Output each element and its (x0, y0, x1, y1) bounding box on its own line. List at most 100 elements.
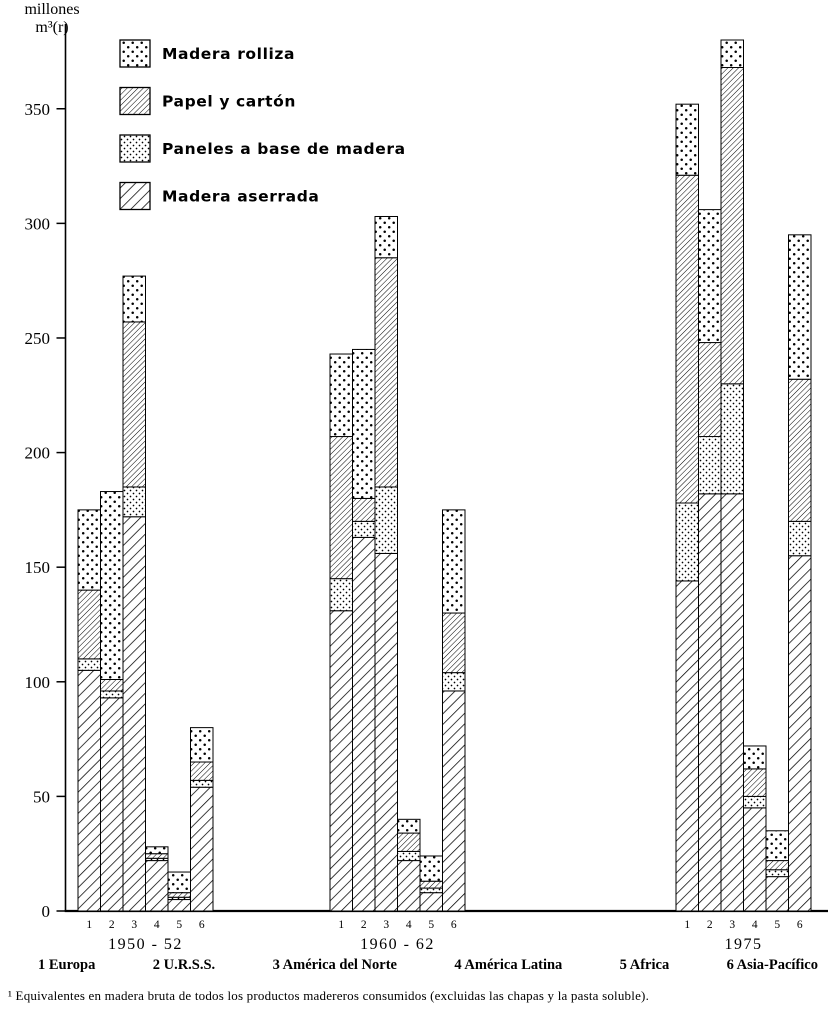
bar-segment (122, 321, 146, 488)
bar-segment (100, 678, 124, 692)
bar-segment (145, 853, 169, 859)
legend-label: Papel y cartón (162, 93, 296, 111)
bar-segment (720, 67, 744, 385)
bar-segment (743, 807, 767, 912)
bar-number: 3 (729, 919, 735, 931)
y-tick-label: 0 (42, 902, 51, 921)
bar-number: 3 (383, 919, 389, 931)
bar-segment (190, 786, 214, 912)
bar-segment (765, 869, 789, 878)
bar-segment (419, 887, 443, 894)
bar-number: 4 (406, 919, 412, 931)
bar-number: 1 (338, 919, 344, 931)
bar-segment (352, 348, 376, 499)
regions-legend: 1 Europa 2 U.R.S.S. 3 América del Norte 4 A… (38, 957, 818, 974)
bar-segment (419, 880, 443, 889)
bar-segment (720, 383, 744, 495)
bar-segment (100, 690, 124, 699)
bar-segment (352, 520, 376, 538)
bar-segment (442, 690, 466, 912)
bar-segment (698, 436, 722, 495)
bar-segment (329, 436, 353, 580)
bar-group: 1 2 3 4 5 6 1960 - 62 (329, 215, 466, 953)
legend-label: Paneles a base de madera (162, 140, 406, 158)
bar-segment (329, 610, 353, 912)
bar-number: 2 (707, 919, 713, 931)
bar-segment (397, 818, 421, 834)
period-label: 1960 - 62 (360, 936, 435, 953)
bar-number: 5 (428, 919, 434, 931)
bar-segment (77, 658, 101, 671)
region-label: 5 Africa (619, 957, 670, 973)
bar-segment (100, 491, 124, 680)
bar-segment (419, 892, 443, 912)
region-label: 2 U.R.S.S. (152, 957, 216, 973)
bar-segment (167, 871, 191, 894)
bar-segment (190, 727, 214, 763)
bar-segment (743, 745, 767, 770)
bar-segment (765, 830, 789, 862)
bar-segment (374, 552, 398, 912)
bar-segment (788, 520, 812, 557)
legend-label: Madera aserrada (162, 188, 320, 206)
bar-segment (788, 555, 812, 912)
region-label: 6 Asia-Pacífico (726, 957, 818, 973)
region-label: 4 América Latina (454, 957, 563, 973)
bar-group: 1 2 3 4 5 6 1950 - 52 (77, 275, 214, 953)
bar-group: 1 2 3 4 5 6 1975 (675, 39, 812, 953)
bar-segment (145, 860, 169, 912)
bar-segment (122, 516, 146, 912)
bar-segment (442, 509, 466, 614)
bar-number: 6 (451, 919, 457, 931)
y-axis-unit-line1: millones (24, 1, 79, 18)
bar-number: 5 (774, 919, 780, 931)
bar-segment (190, 761, 214, 781)
legend-swatch (119, 134, 151, 163)
y-tick-label: 50 (33, 787, 50, 806)
bar-segment (675, 502, 699, 582)
bar-segment (442, 672, 466, 692)
bar-segment (397, 850, 421, 862)
legend-swatch (119, 181, 151, 211)
legend-label: Madera rolliza (162, 45, 295, 63)
legend: Madera rolliza Papel y cartón Paneles a ba… (119, 39, 406, 211)
bar-segment (698, 493, 722, 912)
bar-segment (100, 697, 124, 912)
bar-segment (765, 860, 789, 871)
period-label: 1975 (725, 936, 763, 953)
bar-segment (374, 215, 398, 259)
bar-segment (675, 103, 699, 176)
region-label: 1 Europa (38, 957, 96, 973)
bar-segment (77, 669, 101, 912)
bar-segment (743, 795, 767, 809)
region-label: 3 América del Norte (272, 957, 397, 973)
bar-segment (190, 779, 214, 788)
bar-segment (329, 578, 353, 612)
bar-number: 4 (752, 919, 758, 931)
bar-segment (788, 378, 812, 522)
bar-segment (77, 509, 101, 591)
bar-segment (167, 892, 191, 898)
bar-segment (419, 855, 443, 882)
bar-segment (675, 174, 699, 504)
bar-number: 1 (86, 919, 92, 931)
bar-segment (720, 493, 744, 912)
bar-segment (122, 275, 146, 323)
bar-number: 6 (199, 919, 205, 931)
legend-swatch (119, 86, 151, 116)
y-tick-label: 350 (25, 100, 51, 119)
bar-number: 1 (684, 919, 690, 931)
bar-segment (77, 589, 101, 660)
bar-segment (329, 353, 353, 438)
bar-segment (167, 899, 191, 912)
bar-segment (352, 536, 376, 912)
bar-number: 6 (797, 919, 803, 931)
bar-segment (743, 768, 767, 797)
bar-segment (788, 234, 812, 380)
y-tick-label: 300 (25, 214, 51, 233)
bar-segment (675, 580, 699, 912)
bar-segment (720, 39, 744, 69)
bar-number: 2 (109, 919, 115, 931)
